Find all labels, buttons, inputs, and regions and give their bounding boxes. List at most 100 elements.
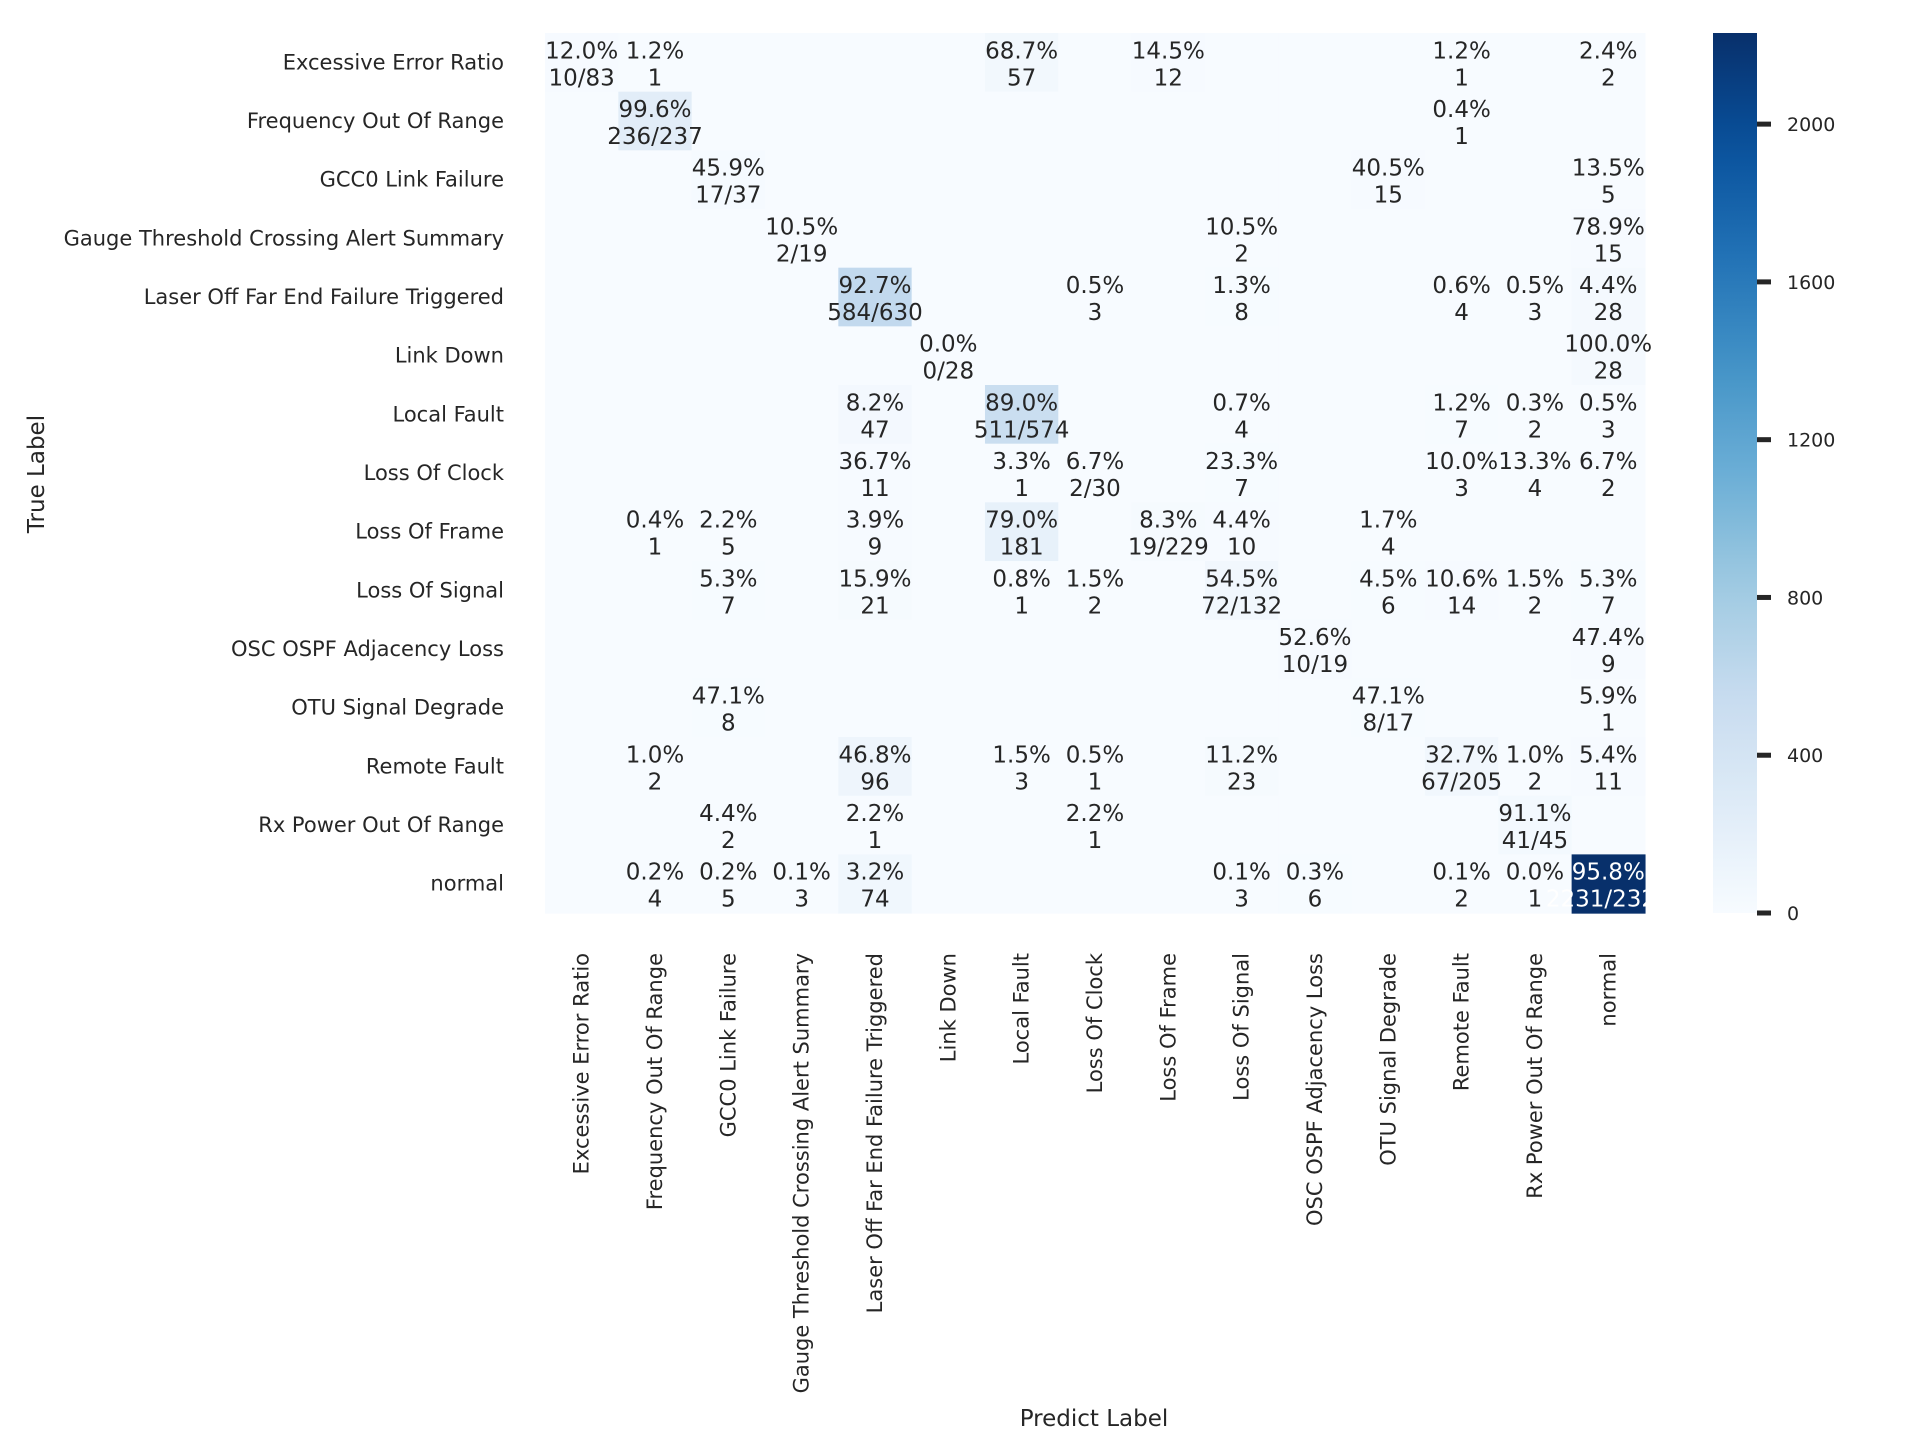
heatmap-cell: [1424, 91, 1499, 151]
heatmap-cell: [1351, 326, 1426, 386]
heatmap-cell: [1278, 502, 1353, 562]
heatmap-cell: [1204, 33, 1279, 93]
cell-count-label: 2: [1528, 769, 1543, 795]
cell-percent-label: 0.6%: [1432, 273, 1490, 299]
heatmap-cell: [545, 91, 619, 151]
heatmap-cell: [1131, 33, 1206, 93]
cell-count-label: 4: [648, 887, 663, 913]
cell-count-label: 14: [1447, 593, 1476, 619]
heatmap-cell: [545, 209, 619, 269]
cell-count-label: 8: [1234, 300, 1249, 326]
heatmap-cell: [764, 619, 839, 679]
cell-count-label: 10/83: [549, 65, 615, 91]
heatmap-cell: [1131, 209, 1206, 269]
cell-count-label: 236/237: [607, 124, 703, 150]
heatmap-cell: [1571, 795, 1646, 855]
heatmap-cell: [1498, 209, 1573, 269]
heatmap-cell: [691, 91, 766, 151]
heatmap-cell: [691, 619, 766, 679]
cell-count-label: 0/28: [922, 359, 974, 385]
heatmap-cell: [618, 91, 693, 151]
heatmap-cell: [1204, 561, 1279, 621]
heatmap-cell: [545, 443, 619, 503]
heatmap-cell: [1204, 267, 1279, 327]
cell-count-label: 1: [1454, 65, 1469, 91]
y-tick-label: Loss Of Signal: [356, 578, 504, 602]
heatmap-cell: [545, 561, 619, 621]
heatmap-cell: [764, 91, 839, 151]
cell-count-label: 2: [1454, 887, 1469, 913]
cell-count-label: 2: [648, 769, 663, 795]
heatmap-cell: [545, 33, 619, 93]
heatmap-cell: [1571, 619, 1646, 679]
heatmap-cell: [1058, 737, 1133, 797]
heatmap-cell: [984, 678, 1059, 738]
heatmap-cell: [911, 502, 986, 562]
cell-count-label: 1: [648, 535, 663, 561]
cell-count-label: 67/205: [1421, 769, 1502, 795]
heatmap-cell: [1278, 795, 1353, 855]
cell-percent-label: 1.2%: [1432, 390, 1490, 416]
cell-percent-label: 91.1%: [1498, 801, 1571, 827]
heatmap-cell: [1498, 854, 1573, 914]
cell-count-label: 181: [1000, 535, 1044, 561]
heatmap-cell: [764, 326, 839, 386]
cell-count-label: 4: [1528, 476, 1543, 502]
cell-count-label: 584/630: [827, 300, 923, 326]
cell-count-label: 511/574: [974, 417, 1070, 443]
colorbar-tick-label: 800: [1787, 587, 1823, 609]
heatmap-cell: [691, 795, 766, 855]
cell-percent-label: 47.1%: [1352, 684, 1425, 710]
heatmap-cell: [618, 561, 693, 621]
heatmap-cell: [838, 443, 913, 503]
cell-percent-label: 13.3%: [1498, 449, 1571, 475]
x-tick-label: Frequency Out Of Range: [643, 953, 667, 1210]
heatmap-cell: [1278, 91, 1353, 151]
heatmap-cell: [1278, 267, 1353, 327]
heatmap-cell: [1131, 443, 1206, 503]
cell-count-label: 3: [1014, 769, 1029, 795]
heatmap-cell: [1571, 91, 1646, 151]
heatmap-cell: [1058, 502, 1133, 562]
cell-percent-label: 0.4%: [626, 508, 684, 534]
heatmap-cell: [691, 150, 766, 210]
colorbar-gradient: [1713, 33, 1757, 913]
heatmap-cell: [764, 267, 839, 327]
heatmap-cell: [1278, 561, 1353, 621]
cell-count-label: 1: [1528, 887, 1543, 913]
cell-count-label: 28: [1594, 359, 1623, 385]
cell-percent-label: 100.0%: [1564, 332, 1652, 358]
heatmap-cell: [1498, 737, 1573, 797]
cell-percent-label: 78.9%: [1572, 214, 1645, 240]
heatmap-cell: [1571, 737, 1646, 797]
cell-count-label: 6: [1308, 887, 1323, 913]
cell-percent-label: 1.0%: [626, 742, 684, 768]
heatmap-cell: [618, 854, 693, 914]
heatmap-cell: [1204, 443, 1279, 503]
cell-percent-label: 6.7%: [1066, 449, 1124, 475]
heatmap-cell: [1058, 326, 1133, 386]
heatmap-cell: [691, 502, 766, 562]
cell-percent-label: 92.7%: [838, 273, 911, 299]
cell-annotations: 12.0%10/831.2%168.7%5714.5%121.2%12.4%29…: [545, 38, 1671, 912]
cell-count-label: 11: [860, 476, 889, 502]
heatmap-cell: [1351, 385, 1426, 445]
heatmap-cell: [911, 33, 986, 93]
cell-percent-label: 5.3%: [1579, 566, 1637, 592]
cell-count-label: 1: [1088, 769, 1103, 795]
y-tick-label: Frequency Out Of Range: [247, 109, 504, 133]
cell-count-label: 11: [1594, 769, 1623, 795]
heatmap-cell: [1424, 854, 1499, 914]
cell-percent-label: 3.3%: [992, 449, 1050, 475]
heatmap-cell: [1424, 795, 1499, 855]
cell-count-label: 6: [1381, 593, 1396, 619]
cell-count-label: 1: [1014, 476, 1029, 502]
heatmap-cell: [984, 209, 1059, 269]
cell-percent-label: 0.5%: [1506, 273, 1564, 299]
x-tick-label: Loss Of Frame: [1156, 953, 1180, 1102]
cell-percent-label: 1.5%: [1066, 566, 1124, 592]
heatmap-cell: [1498, 267, 1573, 327]
cell-percent-label: 8.2%: [846, 390, 904, 416]
